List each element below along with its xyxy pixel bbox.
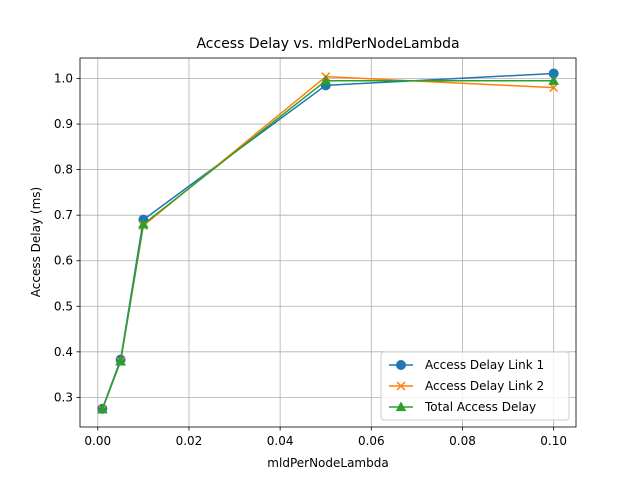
y-tick-label: 0.7 (54, 208, 73, 222)
series-3-point (96, 403, 108, 414)
series-3-point (115, 355, 126, 366)
series-3 (96, 75, 560, 414)
legend-box (380, 351, 570, 421)
legend-entry-3-label: Total Access Delay (424, 400, 536, 414)
y-tick-label: 0.6 (54, 254, 73, 268)
legend-entry-1: Access Delay Link 1 (389, 358, 544, 372)
legend-entry-2: Access Delay Link 2 (389, 379, 544, 393)
legend-entry-2-marker (396, 381, 406, 391)
y-tick-label: 0.9 (54, 117, 73, 131)
series-3-point (138, 218, 149, 229)
y-tick-label: 0.3 (54, 390, 73, 404)
y-tick-label: 0.4 (54, 345, 73, 359)
plot-frame (79, 57, 577, 428)
y-tick-label: 0.8 (54, 163, 73, 177)
legend: Access Delay Link 1 Access Delay Link 2 To… (380, 351, 570, 421)
x-tick-label: 0.10 (540, 434, 567, 448)
legend-entry-1-marker (396, 360, 406, 370)
y-axis-title: Access Delay (ms) (29, 187, 43, 297)
series-layer (96, 68, 560, 414)
axis-ticks: 0.00 0.02 0.04 0.06 0.08 0.10 0.3 0.4 0.5 0.6 0.7 0… (54, 72, 567, 449)
series-2-point-stroke (549, 83, 559, 93)
x-tick-label: 0.06 (358, 434, 385, 448)
legend-entry-3: Total Access Delay (389, 400, 536, 414)
legend-entry-1-label: Access Delay Link 1 (425, 358, 544, 372)
series-2-point (549, 83, 559, 93)
legend-entry-2-label: Access Delay Link 2 (425, 379, 544, 393)
x-tick-label: 0.08 (449, 434, 476, 448)
x-tick-label: 0.04 (267, 434, 294, 448)
legend-entry-3-marker (395, 401, 407, 412)
series-3-point (320, 75, 332, 85)
x-tick-label: 0.02 (176, 434, 203, 448)
y-tick-label: 0.5 (54, 299, 73, 313)
y-tick-label: 1.0 (54, 72, 73, 86)
legend-entry-2-marker-stroke (396, 381, 406, 391)
x-tick-label: 0.00 (84, 434, 111, 448)
series-3-point (548, 75, 560, 85)
chart-title: Access Delay vs. mldPerNodeLambda (196, 36, 459, 52)
x-axis-title: mldPerNodeLambda (267, 456, 388, 470)
